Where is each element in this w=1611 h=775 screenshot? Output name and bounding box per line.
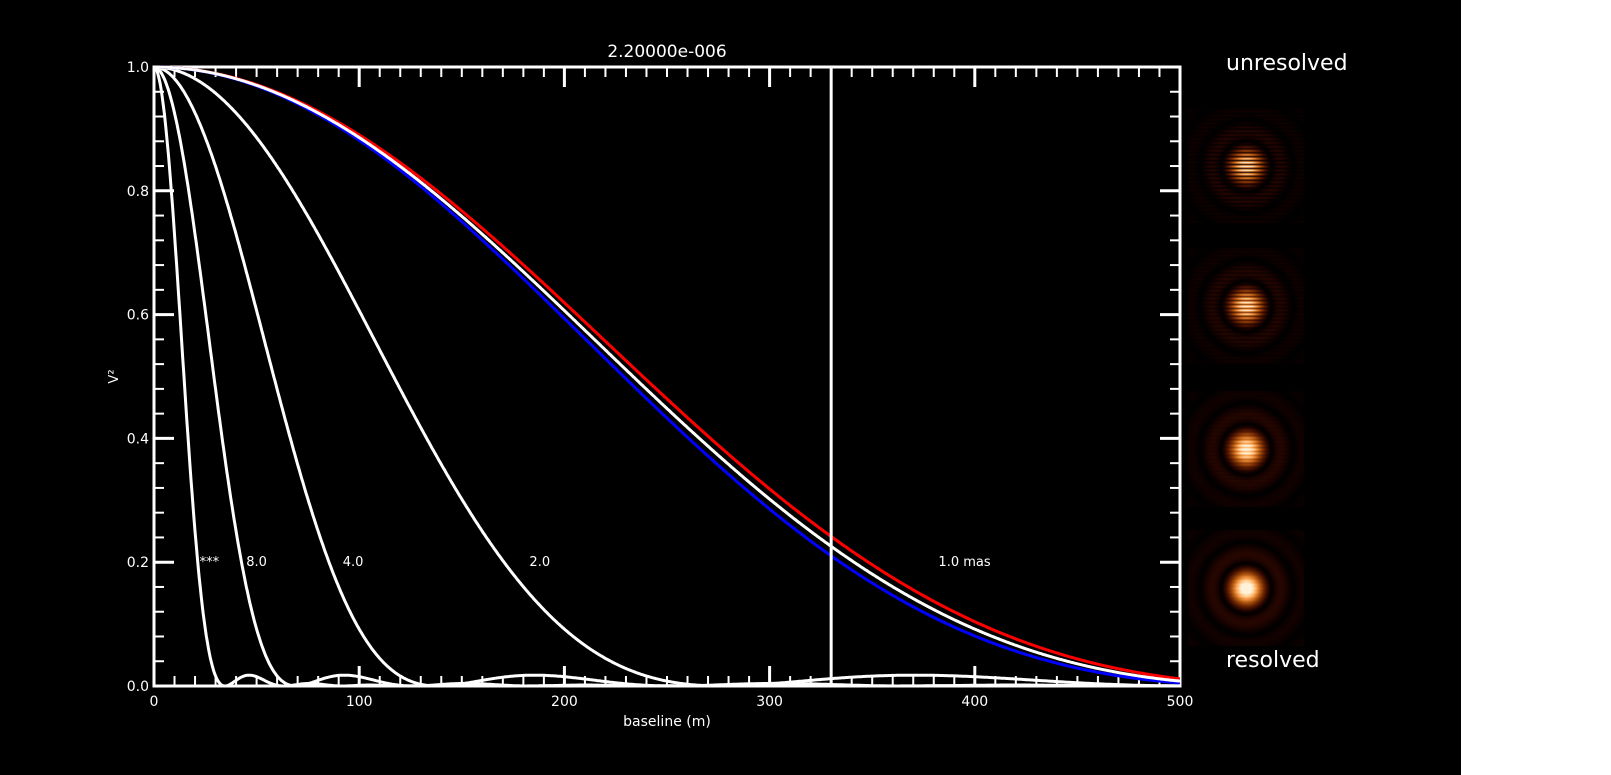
- fringe-unresolved-image: [1188, 108, 1304, 224]
- fringe-resolved-image: [1188, 530, 1304, 646]
- series-line-8: [154, 65, 1180, 686]
- y-tick-label: 1.0: [127, 60, 149, 76]
- series-line-0-98: [154, 65, 1180, 681]
- series-line-1: [154, 65, 1180, 683]
- y-tick-label: 0.8: [127, 184, 149, 200]
- curve-annotation: 2.0: [529, 555, 550, 570]
- y-axis-label: V²: [107, 369, 122, 383]
- x-tick-label: 400: [961, 694, 988, 710]
- chart-title: 2.20000e-006: [607, 42, 726, 62]
- x-tick-label: 0: [150, 694, 159, 710]
- curve-annotation: 8.0: [246, 555, 267, 570]
- curve-annotation: 4.0: [343, 555, 364, 570]
- plot-frame: [152, 65, 1182, 688]
- curve-annotation: 1.0 mas: [938, 555, 990, 570]
- curve-annotation: ***: [200, 555, 220, 570]
- series-line-2: [154, 65, 1180, 686]
- visibility-chart: 2.20000e-006 0 100 200 300 400 500 0.0 0.2 0.4 0.6…: [107, 42, 1194, 730]
- fringe-mostly-resolved-image: [1188, 391, 1304, 507]
- x-tick-label: 100: [346, 694, 373, 710]
- series-line-1-02: [154, 65, 1180, 685]
- x-tick-label: 300: [756, 694, 783, 710]
- y-tick-label: 0.6: [127, 308, 149, 324]
- y-tick-label: 0.0: [127, 679, 149, 695]
- series-line-4: [154, 65, 1180, 686]
- x-axis-label: baseline (m): [623, 714, 711, 730]
- fringe-partial-image: [1188, 248, 1304, 364]
- resolved-label: resolved: [1226, 648, 1320, 673]
- unresolved-label: unresolved: [1226, 51, 1348, 76]
- y-tick-label: 0.4: [127, 431, 149, 447]
- series-line-16: [154, 65, 1180, 686]
- x-tick-label: 200: [551, 694, 578, 710]
- y-tick-label: 0.2: [127, 555, 149, 571]
- x-tick-label: 500: [1167, 694, 1194, 710]
